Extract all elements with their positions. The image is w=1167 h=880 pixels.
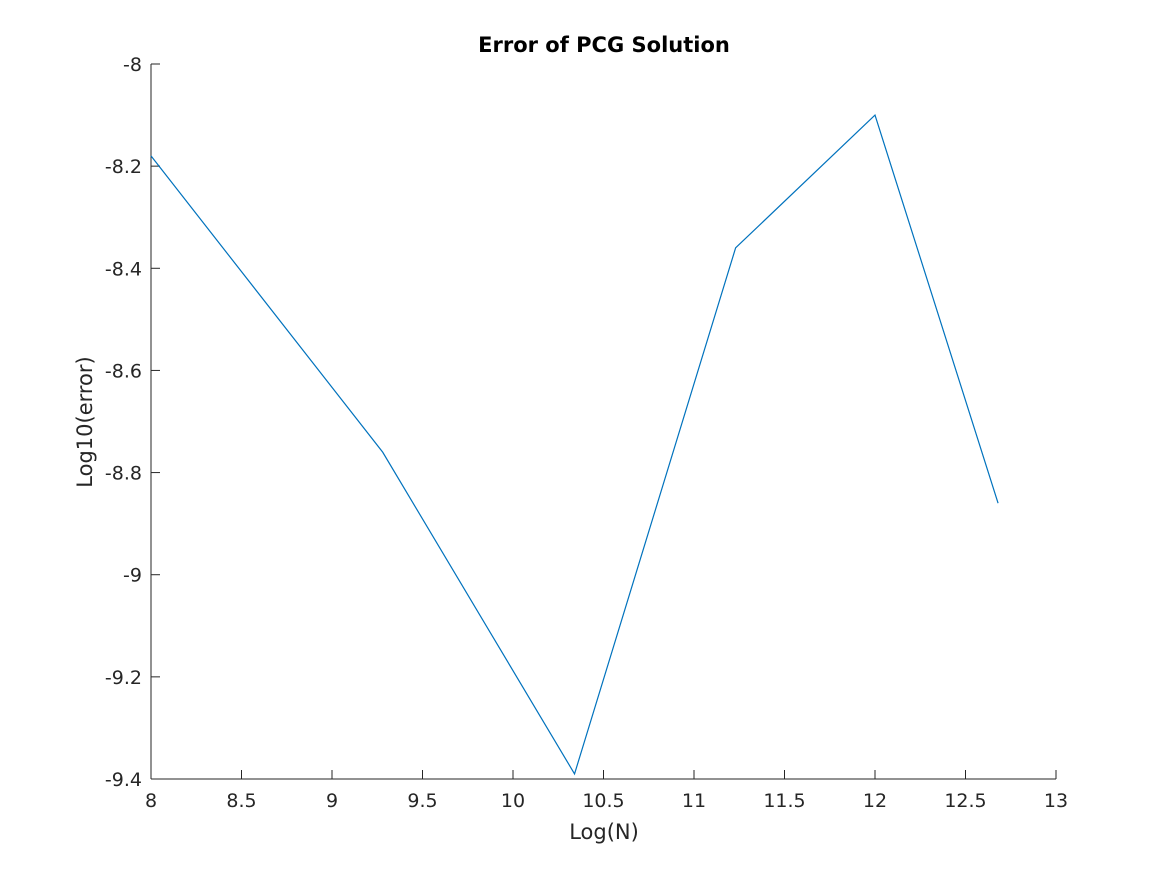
x-tick-label: 11.5 — [763, 790, 805, 812]
series-layer — [150, 113, 999, 776]
y-tick-label: -9.2 — [105, 667, 142, 689]
y-tick-label: -8.4 — [105, 258, 142, 280]
series-line — [150, 113, 999, 776]
data-point — [382, 452, 383, 453]
y-tick-label: -8 — [123, 54, 142, 76]
x-tick-label: 10 — [501, 790, 525, 812]
y-tick-label: -9 — [123, 565, 142, 587]
x-tick-label: 8.5 — [226, 790, 256, 812]
data-point — [874, 114, 875, 115]
y-tick-label: -9.4 — [105, 769, 142, 791]
x-tick-label: 8 — [145, 790, 157, 812]
x-tick-label: 13 — [1044, 790, 1068, 812]
y-axis-label: Log10(error) — [73, 356, 97, 487]
x-axis-label: Log(N) — [569, 820, 639, 844]
data-point — [997, 503, 998, 504]
x-tick-label: 9 — [326, 790, 338, 812]
x-tick-label: 12 — [863, 790, 887, 812]
x-tick-label: 9.5 — [407, 790, 437, 812]
chart-title: Error of PCG Solution — [478, 33, 730, 57]
data-point — [150, 155, 151, 156]
y-tick-label: -8.6 — [105, 360, 142, 382]
y-tick-label: -8.2 — [105, 156, 142, 178]
axes: 8 8.5 9 9.5 10 10.5 11 11.5 12 12.5 13 -8 -8.2 -8.4 -8… — [105, 54, 1068, 812]
data-point — [574, 773, 575, 774]
x-tick-label: 10.5 — [582, 790, 624, 812]
x-tick-label: 11 — [682, 790, 706, 812]
y-tick-label: -8.8 — [105, 463, 142, 485]
data-point — [735, 247, 736, 248]
x-tick-label: 12.5 — [944, 790, 986, 812]
